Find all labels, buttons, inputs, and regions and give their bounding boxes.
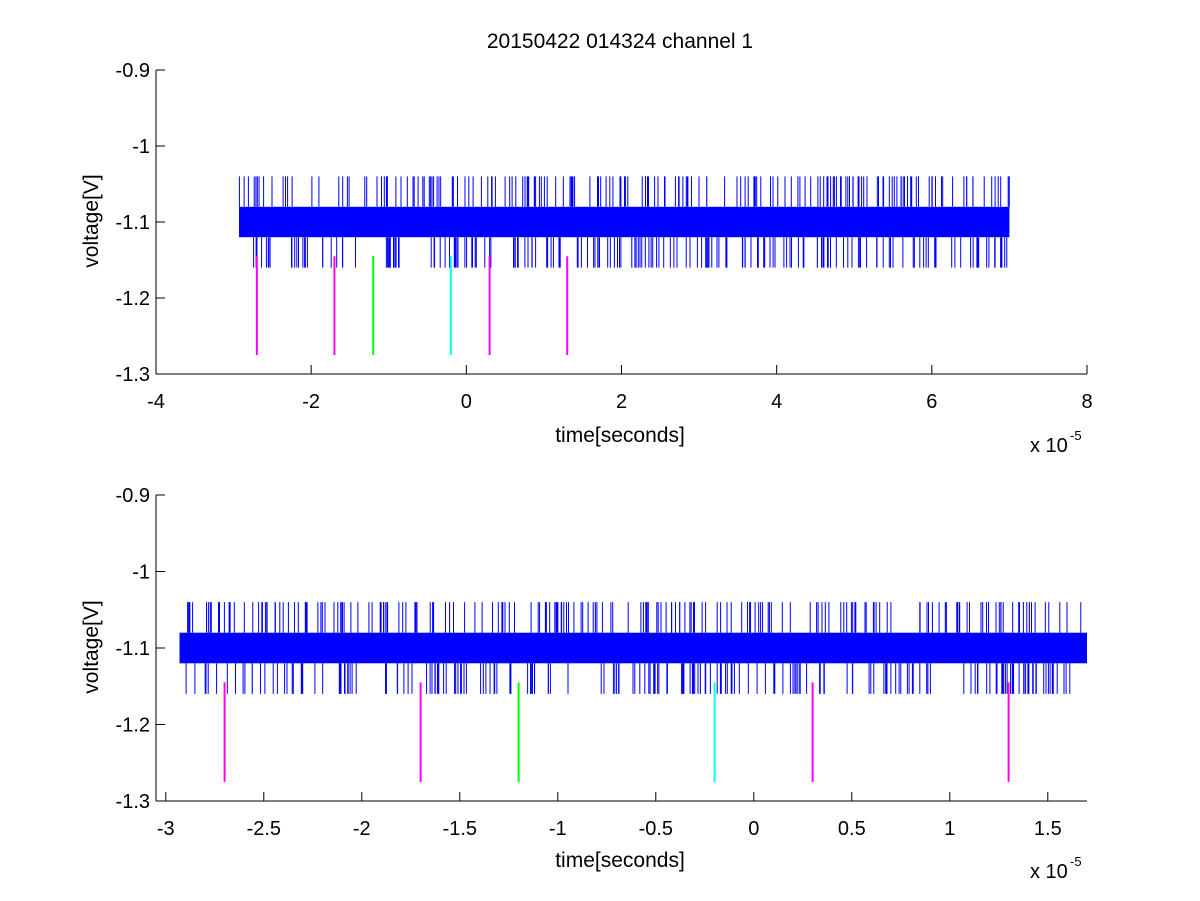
signal-spikes <box>185 602 1082 694</box>
y-axis-label: voltage[V] <box>80 174 103 267</box>
y-tick-label: -1.3 <box>116 364 150 386</box>
x-tick-labels-bottom: -3 -2.5 -2 -1.5 -1 -0.5 0 0.5 1 1.5 <box>157 818 1062 840</box>
x-tick-label: -2.5 <box>247 818 281 840</box>
x-exponent-label: x 10 <box>1030 435 1068 457</box>
markers-top <box>255 256 569 355</box>
signal-band <box>239 206 1010 238</box>
chart-title: 20150422 014324 channel 1 <box>487 30 753 53</box>
x-exponent-label: x 10 <box>1030 861 1068 883</box>
x-tick-label: 1.5 <box>1034 818 1062 840</box>
y-tick-label: -1 <box>132 136 150 158</box>
y-tick-label: -0.9 <box>116 485 150 507</box>
y-tick-label: -1.2 <box>116 288 150 310</box>
axes-top <box>155 69 1088 375</box>
subplot-top: 20150422 014324 channel 1 -1.3-1.2-1.1-1… <box>80 30 1093 457</box>
x-tick-label: -4 <box>147 391 165 413</box>
x-axis-label: time[seconds] <box>555 849 685 872</box>
signal-spikes <box>238 176 1010 268</box>
y-axis-label: voltage[V] <box>80 600 103 693</box>
x-tick-label: 2 <box>616 391 627 413</box>
y-tick-label: -1 <box>132 562 150 584</box>
y-tick-label: -1.1 <box>116 638 150 660</box>
x-tick-label: 0.5 <box>838 818 866 840</box>
x-tick-label: -1 <box>549 818 567 840</box>
x-tick-label: 1 <box>944 818 955 840</box>
subplot-bottom: -1.3 -1.2 -1.1 -1 -0.9 -3 -2.5 -2 -1.5 -1 -0.5 0 0.… <box>80 485 1087 883</box>
y-tick-label: -1.3 <box>116 791 150 813</box>
x-exponent-power: -5 <box>1070 854 1082 869</box>
x-tick-label: -0.5 <box>639 818 673 840</box>
markers-bottom <box>223 682 1010 782</box>
y-tick-labels-top: -1.3 -1.2 -1.1 -1 -0.9 <box>116 60 150 386</box>
signal-band <box>179 632 1087 664</box>
x-tick-label: -2 <box>353 818 371 840</box>
y-tick-labels-bottom: -1.3 -1.2 -1.1 -1 -0.9 <box>116 485 150 813</box>
x-tick-label: 6 <box>926 391 937 413</box>
y-tick-label: -1.1 <box>116 212 150 234</box>
signal-group-top <box>238 176 1010 268</box>
y-tick-label: -1.2 <box>116 715 150 737</box>
x-exponent-power: -5 <box>1070 428 1082 443</box>
x-tick-label: -1.5 <box>443 818 477 840</box>
x-tick-label: 0 <box>748 818 759 840</box>
y-tick-label: -0.9 <box>116 60 150 82</box>
x-tick-label: -2 <box>302 391 320 413</box>
x-tick-label: 8 <box>1081 391 1092 413</box>
signal-group-bottom <box>179 602 1087 694</box>
x-tick-label: -3 <box>157 818 175 840</box>
x-tick-labels-top: -4 -2 0 2 4 6 8 <box>147 391 1092 413</box>
x-tick-label: 0 <box>461 391 472 413</box>
x-tick-label: 4 <box>771 391 782 413</box>
axes-bottom <box>155 494 1087 802</box>
x-axis-label: time[seconds] <box>555 424 685 447</box>
